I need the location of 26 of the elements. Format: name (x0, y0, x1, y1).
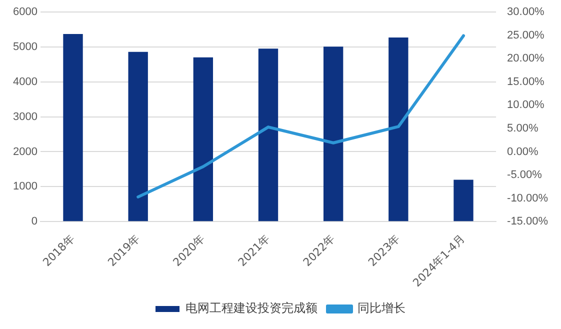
bar (388, 38, 408, 222)
y2-tick-label: -15.00% (507, 216, 548, 228)
legend-label: 电网工程建设投资完成额 (186, 301, 318, 316)
y2-tick-label: 20.00% (507, 52, 545, 65)
bar (323, 46, 344, 222)
y-tick-label: 4000 (12, 76, 38, 88)
y-tick-label: 6000 (12, 6, 38, 18)
y2-tick-label: 30.00% (507, 6, 545, 18)
y2-tick-label: 25.00% (507, 29, 545, 42)
y-tick-label: 3000 (12, 110, 38, 123)
y2-tick-label: 10.00% (507, 99, 545, 112)
bar (258, 48, 278, 222)
y2-tick-label: 15.00% (507, 76, 545, 88)
bar (63, 34, 83, 222)
bar (128, 52, 148, 222)
y2-tick-label: 0.00% (507, 146, 538, 158)
y2-tick-label: 5.00% (507, 122, 538, 134)
y-tick-label: 5000 (12, 40, 38, 53)
legend-label: 同比增长 (358, 301, 406, 316)
y-tick-label: 0 (31, 216, 38, 228)
y-tick-label: 2000 (12, 146, 38, 158)
y2-tick-label: -10.00% (507, 192, 548, 204)
y2-tick-label: -5.00% (507, 169, 542, 182)
y-tick-label: 1000 (12, 180, 38, 193)
bar (193, 57, 214, 222)
bar (454, 180, 474, 222)
